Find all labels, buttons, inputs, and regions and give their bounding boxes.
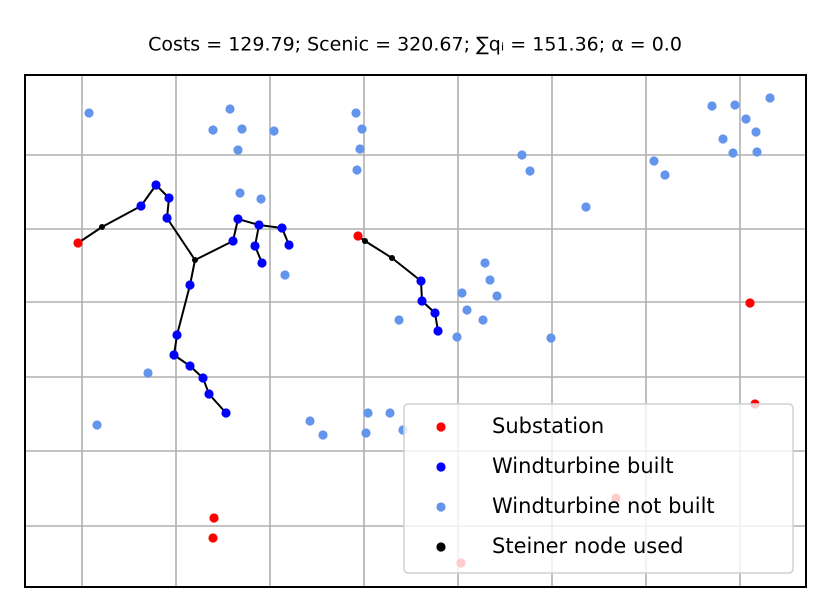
point	[480, 258, 490, 268]
network-edge	[166, 217, 196, 261]
point	[417, 296, 427, 306]
legend-label: Substation	[492, 414, 604, 438]
legend-marker	[436, 462, 446, 472]
point	[751, 127, 761, 137]
point	[433, 326, 443, 336]
point	[728, 148, 738, 158]
point	[185, 361, 195, 371]
legend-label: Windturbine not built	[492, 494, 715, 518]
point	[485, 275, 495, 285]
point	[92, 420, 102, 430]
point	[237, 124, 247, 134]
point	[221, 408, 231, 418]
axes-frame	[24, 74, 807, 588]
point	[478, 315, 488, 325]
point	[355, 144, 365, 154]
point	[389, 255, 395, 261]
legend-label: Steiner node used	[492, 534, 683, 558]
legend-marker	[436, 502, 446, 512]
point	[305, 416, 315, 426]
point	[208, 125, 218, 135]
point	[363, 408, 373, 418]
point	[151, 180, 161, 190]
point	[649, 156, 659, 166]
point	[136, 201, 146, 211]
point	[143, 368, 153, 378]
point	[269, 126, 279, 136]
point	[254, 220, 264, 230]
point	[235, 188, 245, 198]
point	[204, 389, 214, 399]
point	[517, 150, 527, 160]
point	[192, 257, 198, 263]
point	[228, 236, 238, 246]
point	[462, 305, 472, 315]
network-edge	[176, 284, 191, 336]
chart-title: Costs = 129.79; Scenic = 320.67; ∑qᵢ = 1…	[148, 34, 682, 56]
point	[99, 224, 105, 230]
point	[430, 308, 440, 318]
point	[457, 288, 467, 298]
point	[362, 238, 368, 244]
network-edge	[364, 240, 393, 259]
point	[84, 108, 94, 118]
point	[277, 223, 287, 233]
point	[546, 333, 556, 343]
point	[169, 350, 179, 360]
point	[233, 145, 243, 155]
legend-label: Windturbine built	[492, 454, 674, 478]
point	[233, 214, 243, 224]
point	[284, 240, 294, 250]
point	[257, 258, 267, 268]
legend-marker	[436, 542, 446, 552]
point	[198, 373, 208, 383]
point	[318, 430, 328, 440]
point	[718, 134, 728, 144]
point	[352, 165, 362, 175]
point	[162, 213, 172, 223]
point	[225, 104, 235, 114]
network-edge	[77, 226, 103, 244]
point	[394, 315, 404, 325]
point	[164, 193, 174, 203]
point	[353, 231, 363, 241]
point	[351, 108, 361, 118]
point	[765, 93, 775, 103]
point	[73, 238, 83, 248]
point	[209, 513, 219, 523]
point	[280, 270, 290, 280]
point	[256, 194, 266, 204]
point	[492, 291, 502, 301]
point	[385, 408, 395, 418]
point	[250, 241, 260, 251]
point	[185, 280, 195, 290]
point	[452, 332, 462, 342]
point	[416, 276, 426, 286]
point	[741, 114, 751, 124]
point	[745, 298, 755, 308]
point	[525, 166, 535, 176]
point	[581, 202, 591, 212]
point	[208, 533, 218, 543]
network-edge	[101, 205, 142, 228]
point	[660, 170, 670, 180]
point	[707, 101, 717, 111]
point	[172, 330, 182, 340]
point	[730, 100, 740, 110]
legend-marker	[436, 422, 446, 432]
legend-box	[403, 403, 794, 574]
point	[752, 147, 762, 157]
network-edge	[391, 257, 422, 282]
network-edge	[194, 240, 234, 261]
point	[357, 124, 367, 134]
point	[361, 428, 371, 438]
